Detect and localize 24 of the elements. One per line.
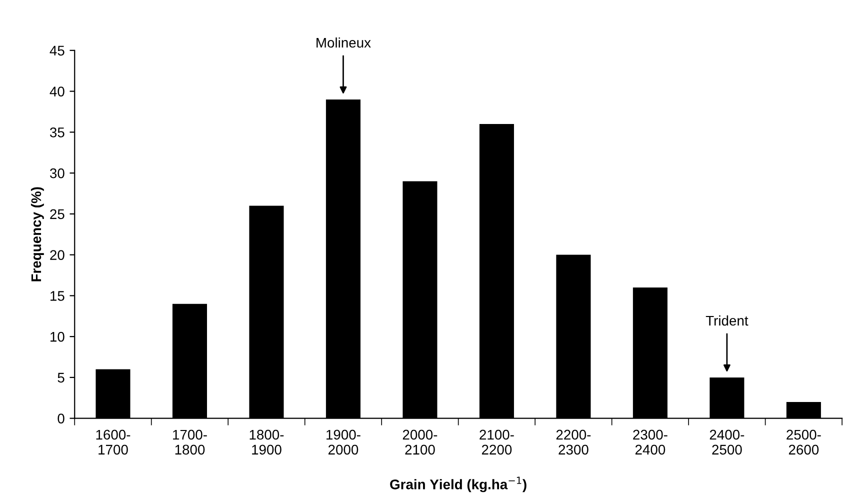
- x-tick-label: 1700- 1800: [173, 430, 207, 455]
- y-tick-label: 15: [50, 291, 64, 301]
- y-tick-label: 5: [58, 372, 64, 383]
- x-tick-label: 2400- 2500: [710, 430, 744, 455]
- y-tick-label: 45: [50, 46, 64, 56]
- y-tick-label: 10: [50, 332, 64, 342]
- x-tick-label: 2100- 2200: [480, 430, 514, 455]
- x-tick-label: 2500- 2600: [786, 430, 821, 455]
- y-tick-label: 0: [58, 414, 64, 424]
- x-tick-label: 1600- 1700: [96, 430, 130, 455]
- y-tick-label: 20: [50, 250, 64, 260]
- annotation: Trident: [706, 315, 748, 326]
- x-axis-title: Grain Yield (kg.ha$^{−1}$): [390, 476, 526, 492]
- x-tick-label: 2200- 2300: [556, 430, 591, 455]
- x-tick-label: 1900- 2000: [326, 430, 360, 455]
- y-tick-label: 40: [50, 86, 64, 96]
- y-axis-title: Frequency (%): [30, 187, 44, 282]
- annotation: Molineux: [316, 37, 371, 48]
- y-tick-label: 35: [50, 127, 64, 138]
- x-tick-label: 1800- 1900: [250, 430, 284, 455]
- x-tick-label: 2000- 2100: [402, 430, 438, 455]
- y-tick-label: 25: [50, 209, 64, 220]
- x-tick-label: 2300- 2400: [633, 430, 668, 455]
- y-tick-label: 30: [50, 168, 64, 178]
